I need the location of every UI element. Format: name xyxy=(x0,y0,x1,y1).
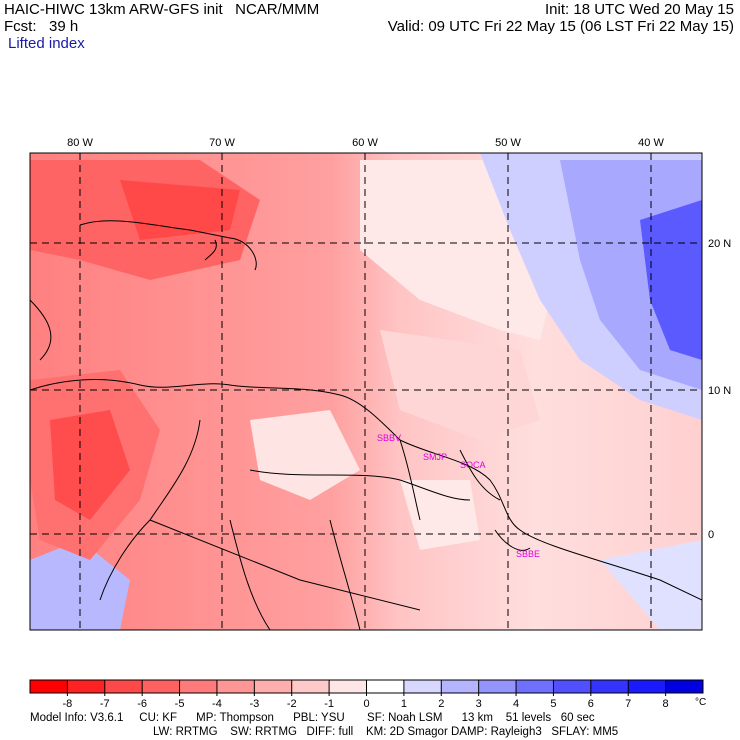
colorbar-tick-label: -8 xyxy=(62,698,72,710)
colorbar-swatch xyxy=(478,680,517,693)
colorbar-swatch xyxy=(67,680,106,693)
colorbar-tick-label: 8 xyxy=(663,698,669,710)
lon-label: 80 W xyxy=(67,137,93,149)
colorbar-tick-label: -4 xyxy=(212,698,222,710)
neutral-patch-2 xyxy=(400,480,480,550)
colorbar-swatch xyxy=(216,680,255,693)
station-smjp: SMJP xyxy=(423,452,447,462)
station-soca: SOCA xyxy=(460,460,486,470)
neutral-band-2 xyxy=(380,330,540,440)
model-title: HAIC-HIWC 13km ARW-GFS init NCAR/MMM xyxy=(4,1,320,18)
lon-label: 60 W xyxy=(352,137,378,149)
colorbar-swatch xyxy=(254,680,293,693)
colorbar-swatch xyxy=(665,680,704,693)
colorbar-tick-label: 4 xyxy=(513,698,519,710)
colorbar-tick-label: -1 xyxy=(324,698,334,710)
lon-label: 40 W xyxy=(638,137,664,149)
neutral-patch xyxy=(250,410,360,500)
graticule xyxy=(30,153,702,630)
map-border xyxy=(29,152,703,631)
latitude-labels: 20 N 10 N 0 xyxy=(708,238,731,541)
colorbar-swatch xyxy=(104,680,143,693)
colorbar-tick-label: 7 xyxy=(625,698,631,710)
forecast-hour: Fcst: 39 h xyxy=(4,18,79,35)
lifted-index-map: 80 W 70 W 60 W 50 W 40 W 20 N 10 N 0 SBB… xyxy=(29,137,731,631)
init-time: Init: 18 UTC Wed 20 May 15 xyxy=(545,1,734,18)
colorbar-swatch xyxy=(179,680,218,693)
colorbar-tick-label: -7 xyxy=(100,698,110,710)
colorbar-tick-label: 2 xyxy=(438,698,444,710)
colorbar-swatch xyxy=(142,680,181,693)
field-name: Lifted index xyxy=(8,35,85,52)
unstable-core xyxy=(50,410,130,520)
stable-region-peak xyxy=(640,200,702,360)
station-labels: SBBV SMJP SOCA SBBE xyxy=(377,433,540,559)
lon-label: 70 W xyxy=(209,137,235,149)
colorbar-swatches xyxy=(30,680,704,693)
colorbar-swatch xyxy=(553,680,592,693)
colorbar-tick-label: 1 xyxy=(401,698,407,710)
colorbar-swatch xyxy=(590,680,629,693)
colorbar-swatch xyxy=(403,680,442,693)
lat-label: 10 N xyxy=(708,385,731,397)
model-info-line1: Model Info: V3.6.1 CU: KF MP: Thompson P… xyxy=(30,712,595,724)
colorbar-swatch xyxy=(516,680,554,693)
station-sbbe: SBBE xyxy=(516,549,540,559)
colorbar-tick-label: 0 xyxy=(363,698,369,710)
valid-time: Valid: 09 UTC Fri 22 May 15 (06 LST Fri … xyxy=(387,18,734,35)
colorbar-tick-label: -5 xyxy=(175,698,185,710)
station-sbbv: SBBV xyxy=(377,433,401,443)
coastlines xyxy=(30,220,702,630)
colorbar-tick-label: 5 xyxy=(550,698,556,710)
longitude-labels: 80 W 70 W 60 W 50 W 40 W xyxy=(67,137,664,149)
colorbar: -8 -7 -6 -5 -4 -3 -2 -1 0 1 2 3 4 5 6 7 8 °C xyxy=(29,679,706,710)
colorbar-tick-label: -2 xyxy=(287,698,297,710)
lat-label: 0 xyxy=(708,529,714,541)
colorbar-unit: °C xyxy=(695,697,706,708)
colorbar-tick-label: -3 xyxy=(249,698,259,710)
unstable-hispaniola xyxy=(120,180,240,240)
colorbar-swatch xyxy=(366,680,405,693)
colorbar-swatch xyxy=(30,680,68,693)
lat-label: 20 N xyxy=(708,238,731,250)
colorbar-tick-label: 3 xyxy=(476,698,482,710)
colorbar-ticks: -8 -7 -6 -5 -4 -3 -2 -1 0 1 2 3 4 5 6 7 8 xyxy=(62,680,669,710)
lon-label: 50 W xyxy=(495,137,521,149)
model-info-line2: LW: RRTMG SW: RRTMG DIFF: full KM: 2D Sm… xyxy=(153,726,619,738)
colorbar-tick-label: 6 xyxy=(588,698,594,710)
colorbar-swatch xyxy=(628,680,667,693)
colorbar-swatch xyxy=(441,680,480,693)
colorbar-tick-label: -6 xyxy=(137,698,147,710)
colorbar-swatch xyxy=(291,680,330,693)
colorbar-swatch xyxy=(329,680,367,693)
